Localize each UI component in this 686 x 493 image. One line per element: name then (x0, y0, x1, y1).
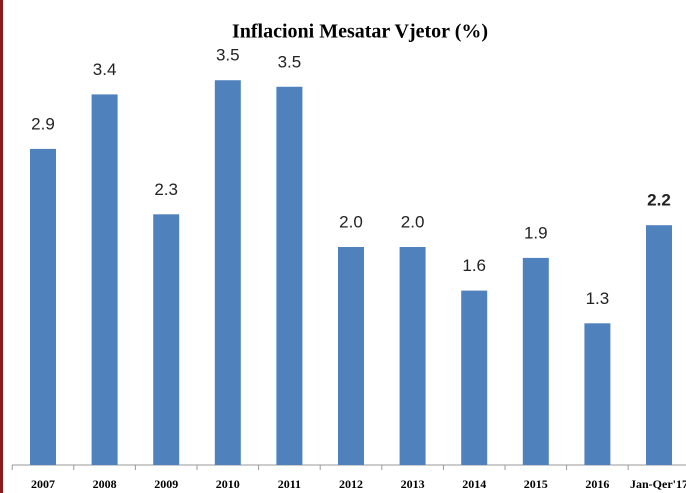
bar (30, 148, 56, 465)
x-tick-label: 2015 (524, 477, 548, 491)
x-tick-label: 2008 (93, 477, 117, 491)
chart-title: Inflacioni Mesatar Vjetor (%) (232, 21, 488, 43)
value-label: 2.0 (339, 212, 363, 231)
bar (584, 323, 611, 465)
left-border (0, 0, 3, 493)
value-label: 3.5 (216, 46, 240, 65)
x-tick-label: 2013 (401, 477, 425, 491)
x-tick-label: 2014 (462, 477, 486, 491)
value-label: 2.3 (154, 180, 178, 199)
value-label: 3.5 (278, 52, 302, 71)
value-label: 2.0 (401, 212, 425, 231)
value-label: 2.2 (647, 191, 671, 210)
value-label: 1.3 (586, 289, 610, 308)
value-label: 2.9 (31, 114, 55, 133)
x-tick-label: 2016 (585, 477, 609, 491)
value-label: 1.6 (462, 256, 486, 275)
x-tick-label: Jan-Qer'17 (630, 477, 686, 491)
bar (399, 247, 426, 465)
bar (91, 94, 118, 466)
value-label: 3.4 (93, 60, 117, 79)
x-tick-label: 2010 (216, 477, 240, 491)
bar (276, 86, 303, 466)
bar (522, 257, 549, 465)
x-tick-label: 2009 (154, 477, 178, 491)
bar (646, 225, 672, 465)
x-tick-label: 2011 (278, 477, 301, 491)
value-label: 1.9 (524, 223, 548, 242)
bar (461, 290, 488, 465)
bar (214, 80, 241, 465)
bar (153, 214, 180, 465)
x-tick-label: 2007 (31, 477, 55, 491)
bar (338, 247, 364, 465)
x-tick-label: 2012 (339, 477, 363, 491)
